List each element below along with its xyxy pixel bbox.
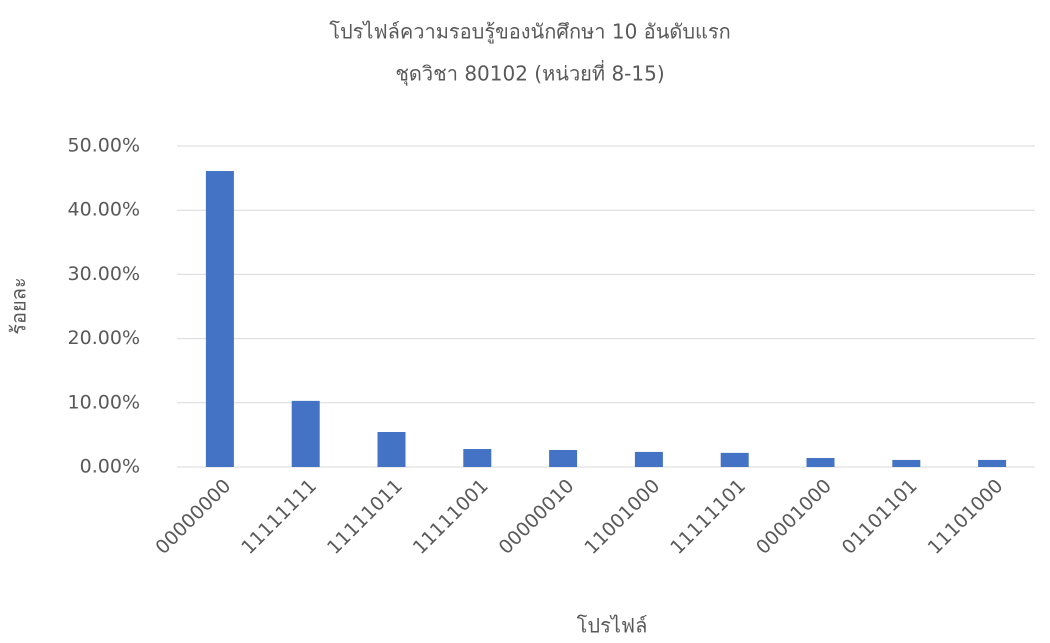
bar (806, 458, 835, 467)
bar (205, 171, 234, 467)
x-tick-label: 00000010 (495, 475, 579, 559)
y-tick-label: 40.00% (68, 199, 140, 221)
bar (377, 432, 406, 467)
y-tick-label: 20.00% (68, 327, 140, 349)
y-tick-label: 30.00% (68, 263, 140, 285)
bar (463, 449, 492, 467)
x-tick-label: 11111101 (666, 475, 750, 559)
y-tick-label: 0.00% (80, 456, 140, 478)
x-tick-label: 11101000 (924, 475, 1008, 559)
bar (720, 452, 749, 467)
x-tick-label: 00001000 (752, 475, 836, 559)
x-tick-label: 01101101 (838, 475, 922, 559)
x-tick-label: 11111011 (323, 475, 407, 559)
bar (634, 451, 663, 467)
x-axis-label: โปรไฟล์ (577, 614, 648, 638)
x-tick-label: 11111001 (409, 475, 493, 559)
chart-title: โปรไฟล์ความรอบรู้ของนักศึกษา 10 อันดับแร… (329, 20, 731, 45)
y-tick-label: 10.00% (68, 391, 140, 413)
bar (892, 459, 921, 467)
bar (291, 400, 320, 467)
x-tick-label: 11001000 (580, 475, 664, 559)
y-axis-label: ร้อยละ (7, 277, 31, 334)
y-tick-label: 50.00% (68, 135, 140, 157)
chart-subtitle: ชุดวิชา 80102 (หน่วยที่ 8-15) (395, 60, 664, 87)
x-tick-label: 00000000 (151, 475, 235, 559)
bar (978, 459, 1007, 467)
bar (549, 449, 578, 467)
x-tick-label: 11111111 (237, 475, 321, 559)
